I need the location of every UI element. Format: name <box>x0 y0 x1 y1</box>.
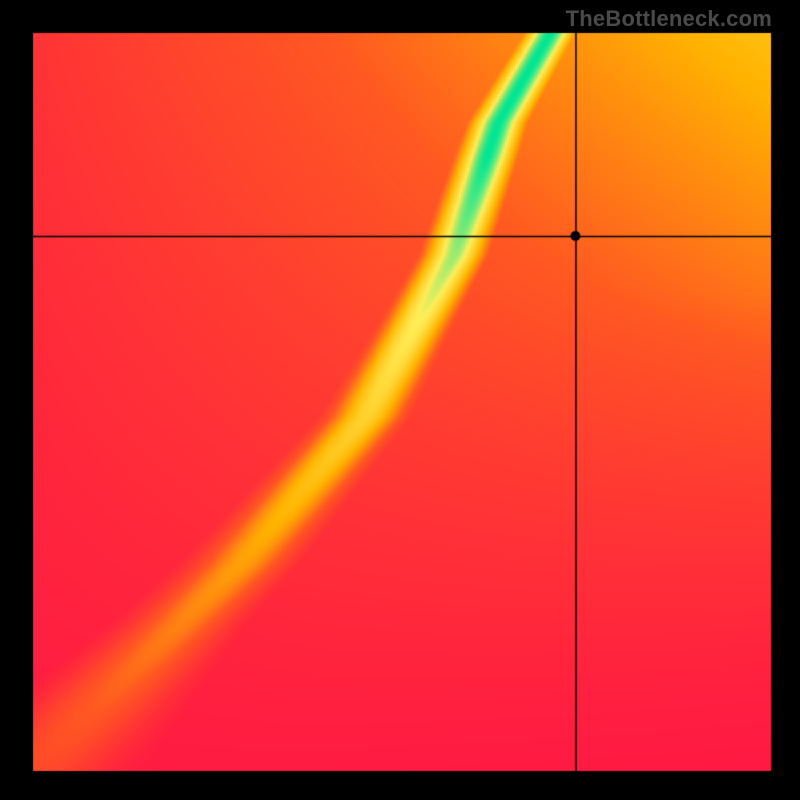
watermark-text: TheBottleneck.com <box>566 6 772 32</box>
root-container: TheBottleneck.com <box>0 0 800 800</box>
heatmap-canvas <box>0 0 800 800</box>
